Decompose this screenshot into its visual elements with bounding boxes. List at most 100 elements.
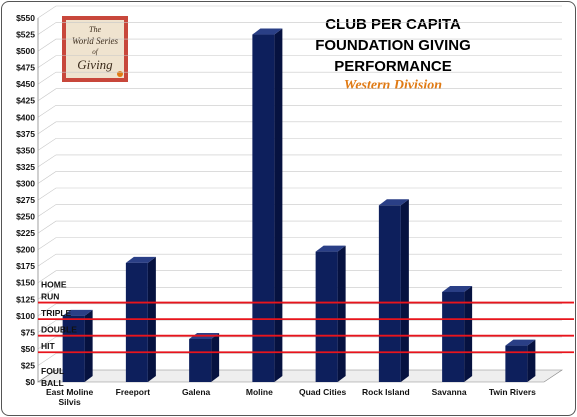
y-tick-label: $200 (16, 245, 35, 255)
x-tick-label: Moline (246, 387, 273, 397)
bar-side (400, 199, 409, 382)
bar (378, 199, 409, 382)
gridline (37, 253, 562, 267)
x-tick-label: Savanna (432, 387, 467, 397)
gridline (37, 187, 562, 201)
threshold-label: FOUL BALL (41, 366, 64, 388)
bar-top (315, 245, 346, 252)
logo-line-1: The (89, 25, 101, 34)
gridline (37, 88, 562, 101)
chart-title-line-3: PERFORMANCE (334, 58, 452, 75)
bar (62, 309, 93, 382)
y-tick-label: $0 (26, 377, 36, 387)
logo-line-2: World Series (72, 36, 118, 46)
bar-front (505, 345, 528, 382)
y-tick-label: $150 (16, 278, 35, 288)
y-tick-label: $100 (16, 311, 35, 321)
y-tick-labels: $0 $25 $50 $75 $100 $125 $150 $175 $200 $225 $250 $… (16, 13, 35, 387)
y-tick-label: $475 (16, 63, 35, 73)
threshold-lines: HOME RUN TRIPLE DOUBLE HIT FOUL BALL (38, 280, 574, 388)
world-series-of-giving-logo: The World Series of Giving (62, 16, 128, 82)
gridline (37, 220, 562, 234)
y-tick-label: $400 (16, 112, 35, 122)
y-tick-label: $75 (21, 327, 35, 337)
bar-top (125, 256, 156, 263)
bar (189, 332, 220, 382)
bar-front (62, 315, 85, 382)
gridline (37, 55, 562, 68)
bar-side (274, 28, 283, 383)
axes (37, 18, 563, 383)
x-tick-label: East Moline Silvis (46, 387, 94, 407)
x-tick-label: Freeport (116, 387, 151, 397)
bar-top (62, 309, 93, 316)
bar-side (527, 339, 536, 382)
x-tick-label: Twin Rivers (489, 387, 536, 397)
logo-line-3: of (92, 48, 99, 56)
bar-top (378, 199, 409, 206)
y-tick-label: $325 (16, 162, 35, 172)
y-tick-label: $350 (16, 145, 35, 155)
y-tick-label: $500 (16, 46, 35, 56)
bar-front (315, 251, 338, 382)
bar-front (252, 34, 275, 382)
y-tick-label: $425 (16, 96, 35, 106)
bar-top (252, 28, 283, 35)
logo-line-4: Giving (77, 57, 113, 72)
gridline (37, 154, 562, 168)
x-tick-labels: East Moline Silvis Freeport Galena Moline Qua… (46, 387, 536, 407)
bar (505, 339, 536, 382)
bar-top (442, 285, 473, 292)
bar-front (378, 205, 401, 382)
gridline (37, 5, 562, 19)
y-tick-label: $525 (16, 30, 35, 40)
gridline (37, 336, 562, 350)
chart-floor (37, 369, 563, 383)
bar-side (464, 285, 473, 382)
y-tick-label: $450 (16, 79, 35, 89)
gridline (37, 286, 562, 300)
bars (62, 28, 536, 383)
bar-front (125, 262, 148, 382)
gridline (37, 71, 562, 85)
bar (442, 285, 473, 382)
gridline (37, 138, 562, 151)
bar-side (84, 309, 93, 382)
bar-side (337, 245, 346, 382)
gridline (37, 171, 562, 184)
gridline (37, 320, 562, 333)
chart-subtitle: Western Division (344, 78, 442, 93)
gridline (37, 204, 562, 217)
threshold-label: TRIPLE (41, 308, 72, 318)
y-tick-label: $175 (16, 261, 35, 271)
threshold-label: HOME RUN (41, 280, 67, 302)
chart-title-line-1: CLUB PER CAPITA (325, 16, 461, 33)
gridline (37, 303, 562, 317)
x-tick-label: Galena (182, 387, 211, 397)
chart-title-line-2: FOUNDATION GIVING (315, 37, 471, 54)
y-tick-label: $275 (16, 195, 35, 205)
gridline (37, 22, 562, 35)
y-tick-label: $300 (16, 178, 35, 188)
y-tick-label: $125 (16, 294, 35, 304)
bar-front (189, 338, 212, 382)
threshold-label: HIT (41, 341, 56, 351)
bar-top (505, 339, 536, 346)
depth-edge (37, 369, 57, 383)
y-tick-label: $550 (16, 13, 35, 23)
y-tick-label: $250 (16, 212, 35, 222)
bar-front (442, 291, 465, 382)
y-tick-label: $25 (21, 360, 35, 370)
gridline (37, 104, 562, 118)
gridline (37, 270, 562, 283)
x-tick-label: Quad Cities (299, 387, 347, 397)
bar (315, 245, 346, 382)
y-tick-label: $375 (16, 129, 35, 139)
y-tick-label: $50 (21, 344, 35, 354)
threshold-label: DOUBLE (41, 325, 77, 335)
gridline (37, 237, 562, 250)
x-tick-label: Rock Island (362, 387, 410, 397)
bar (252, 28, 283, 383)
